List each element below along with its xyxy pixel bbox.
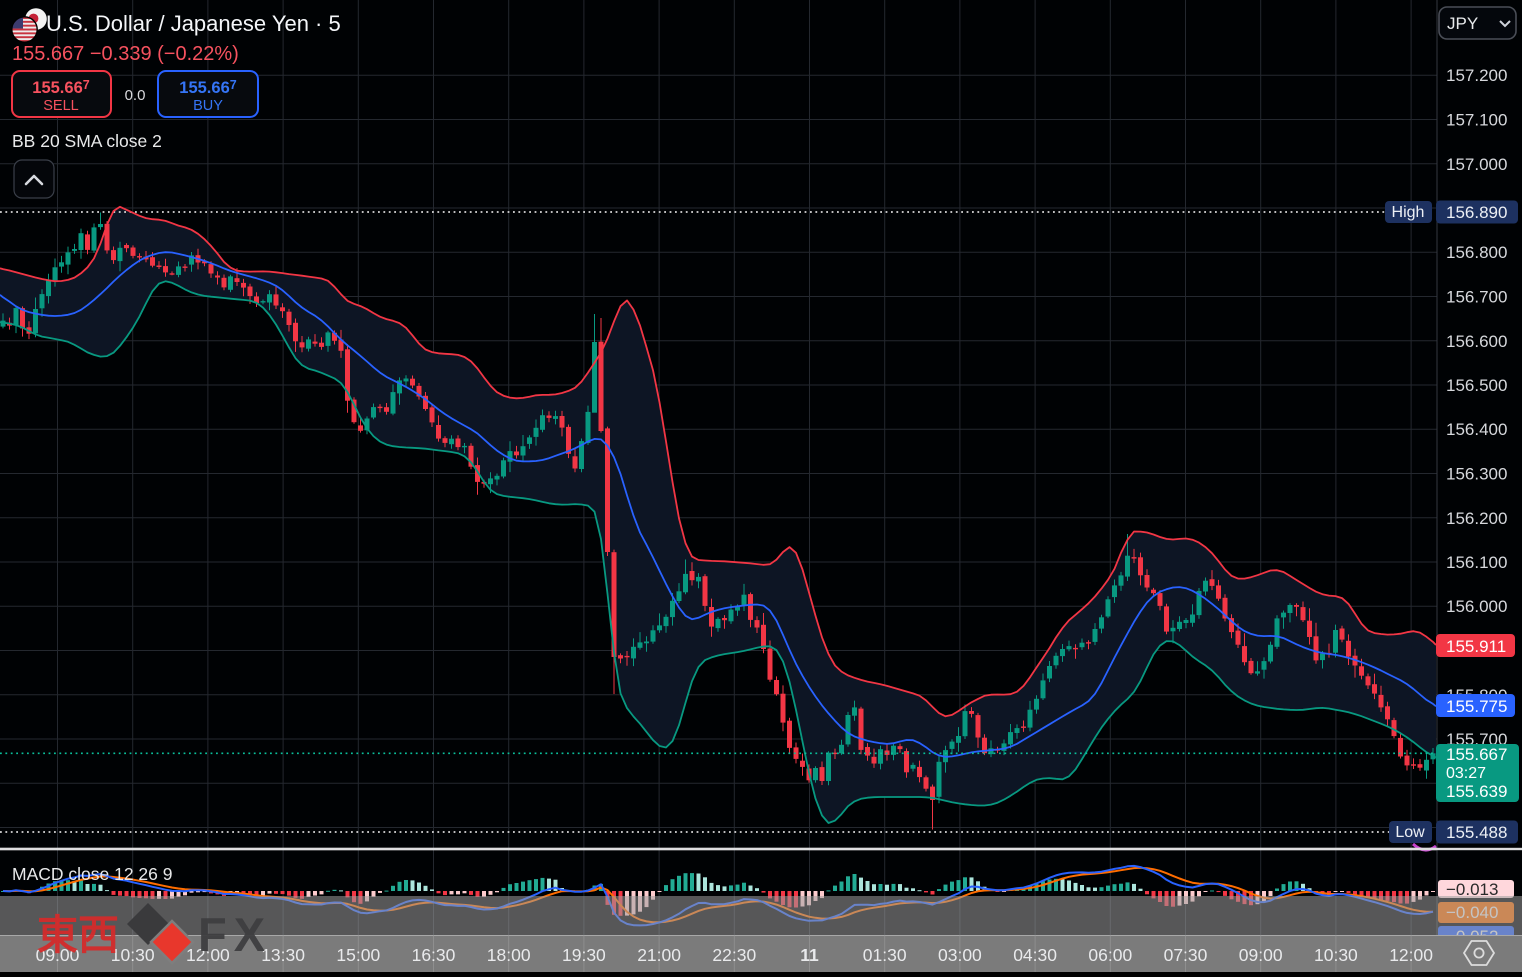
svg-text:155.639: 155.639	[1446, 782, 1507, 801]
svg-text:13:30: 13:30	[261, 945, 305, 965]
svg-text:155.775: 155.775	[1446, 697, 1507, 716]
svg-text:09:00: 09:00	[36, 945, 80, 965]
svg-text:18:00: 18:00	[487, 945, 531, 965]
svg-text:SELL: SELL	[43, 98, 78, 114]
svg-text:156.000: 156.000	[1446, 597, 1507, 616]
svg-text:10:30: 10:30	[1314, 945, 1358, 965]
svg-text:−0.013: −0.013	[1446, 880, 1498, 899]
svg-text:157.200: 157.200	[1446, 66, 1507, 85]
svg-text:155.667 −0.339 (−0.22%): 155.667 −0.339 (−0.22%)	[12, 43, 239, 65]
svg-text:155.667: 155.667	[1446, 745, 1507, 764]
svg-text:155.911: 155.911	[1446, 637, 1506, 656]
svg-text:156.100: 156.100	[1446, 553, 1507, 572]
svg-text:22:30: 22:30	[712, 945, 756, 965]
svg-text:21:00: 21:00	[637, 945, 681, 965]
svg-text:156.700: 156.700	[1446, 288, 1507, 307]
svg-text:04:30: 04:30	[1013, 945, 1057, 965]
svg-text:155.667: 155.667	[32, 78, 89, 97]
svg-text:BUY: BUY	[193, 98, 223, 114]
svg-text:JPY: JPY	[1447, 14, 1478, 33]
svg-text:12:00: 12:00	[1389, 945, 1433, 965]
svg-text:06:00: 06:00	[1088, 945, 1132, 965]
svg-text:東西: 東西	[37, 912, 119, 958]
svg-text:11: 11	[800, 945, 819, 965]
svg-text:156.500: 156.500	[1446, 376, 1507, 395]
svg-text:FX: FX	[198, 908, 272, 961]
svg-text:Low: Low	[1395, 824, 1425, 841]
svg-text:157.100: 157.100	[1446, 111, 1507, 130]
svg-text:155.488: 155.488	[1446, 823, 1507, 842]
svg-text:07:30: 07:30	[1164, 945, 1208, 965]
svg-text:16:30: 16:30	[412, 945, 456, 965]
svg-text:156.200: 156.200	[1446, 509, 1507, 528]
svg-text:15:00: 15:00	[336, 945, 380, 965]
svg-text:U.S. Dollar / Japanese Yen · 5: U.S. Dollar / Japanese Yen · 5	[46, 11, 341, 36]
svg-text:BB 20 SMA close 2: BB 20 SMA close 2	[12, 131, 162, 151]
svg-text:03:27: 03:27	[1446, 765, 1486, 782]
svg-text:09:00: 09:00	[1239, 945, 1283, 965]
svg-text:155.667: 155.667	[179, 78, 236, 97]
svg-text:12:00: 12:00	[186, 945, 230, 965]
svg-text:157.000: 157.000	[1446, 155, 1507, 174]
svg-text:156.400: 156.400	[1446, 420, 1507, 439]
svg-text:19:30: 19:30	[562, 945, 606, 965]
svg-text:03:00: 03:00	[938, 945, 982, 965]
svg-text:156.800: 156.800	[1446, 243, 1507, 262]
svg-text:0.0: 0.0	[125, 87, 146, 104]
svg-text:01:30: 01:30	[863, 945, 907, 965]
svg-text:MACD close 12 26 9: MACD close 12 26 9	[12, 864, 173, 884]
svg-text:High: High	[1392, 204, 1425, 221]
svg-text:156.600: 156.600	[1446, 332, 1507, 351]
svg-text:156.890: 156.890	[1446, 203, 1507, 222]
svg-text:156.300: 156.300	[1446, 465, 1507, 484]
svg-text:10:30: 10:30	[111, 945, 155, 965]
